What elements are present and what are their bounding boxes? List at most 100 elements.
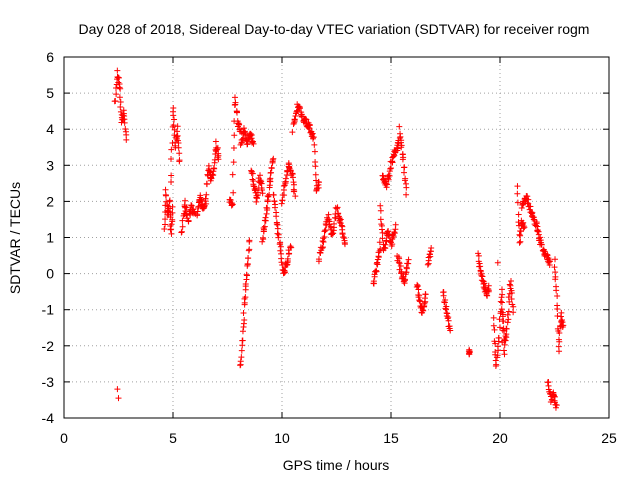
data-point bbox=[289, 174, 296, 181]
data-point bbox=[241, 317, 248, 324]
data-point bbox=[122, 126, 129, 133]
y-tick-label: 4 bbox=[46, 121, 54, 137]
data-point bbox=[503, 325, 510, 332]
data-point bbox=[496, 316, 503, 323]
data-point bbox=[281, 192, 288, 199]
data-point bbox=[258, 184, 265, 191]
data-point bbox=[501, 341, 508, 348]
data-point bbox=[403, 265, 410, 272]
data-point bbox=[528, 209, 535, 216]
data-point bbox=[112, 98, 119, 105]
data-point bbox=[331, 220, 338, 227]
y-tick-label: -1 bbox=[42, 302, 55, 318]
data-point bbox=[508, 295, 515, 302]
data-point bbox=[524, 199, 531, 206]
data-point bbox=[273, 213, 280, 220]
data-point bbox=[178, 228, 185, 235]
data-point bbox=[446, 323, 453, 330]
data-point bbox=[396, 260, 403, 267]
data-point bbox=[123, 136, 130, 143]
data-point bbox=[168, 172, 175, 179]
data-point bbox=[182, 207, 189, 214]
data-point bbox=[277, 241, 284, 248]
data-point bbox=[271, 204, 278, 211]
data-point bbox=[310, 134, 317, 141]
data-point bbox=[123, 131, 130, 138]
data-point bbox=[495, 335, 502, 342]
data-point bbox=[390, 233, 397, 240]
data-point bbox=[250, 140, 257, 147]
data-point bbox=[232, 99, 239, 106]
data-point bbox=[537, 234, 544, 241]
x-tick-label: 0 bbox=[60, 430, 68, 446]
data-point bbox=[494, 343, 501, 350]
data-point bbox=[231, 94, 238, 101]
data-point bbox=[501, 351, 508, 358]
y-tick-labels: -4 -3 -2 -1 0 1 2 3 4 5 6 bbox=[42, 49, 55, 426]
data-point bbox=[188, 202, 195, 209]
y-tick-label: 3 bbox=[46, 157, 54, 173]
data-point bbox=[117, 99, 124, 106]
data-point bbox=[392, 221, 399, 228]
data-point bbox=[282, 175, 289, 182]
data-point bbox=[173, 133, 180, 140]
data-point bbox=[443, 306, 450, 313]
data-point bbox=[247, 130, 254, 137]
data-point bbox=[114, 386, 121, 393]
data-point bbox=[341, 241, 348, 248]
data-point bbox=[279, 197, 286, 204]
data-point bbox=[510, 309, 517, 316]
data-point bbox=[115, 74, 122, 81]
data-point bbox=[113, 91, 120, 98]
y-tick-label: -3 bbox=[42, 374, 55, 390]
data-point bbox=[401, 164, 408, 171]
data-point bbox=[552, 256, 559, 263]
data-point bbox=[312, 171, 319, 178]
data-point bbox=[239, 328, 246, 335]
data-point bbox=[554, 312, 561, 319]
data-point bbox=[267, 169, 274, 176]
data-point bbox=[229, 171, 236, 178]
data-point bbox=[237, 358, 244, 365]
data-point bbox=[382, 241, 389, 248]
data-point bbox=[179, 217, 186, 224]
data-point bbox=[179, 223, 186, 230]
data-point bbox=[168, 146, 175, 153]
data-point bbox=[315, 256, 322, 263]
data-point bbox=[176, 158, 183, 165]
data-point bbox=[244, 141, 251, 148]
data-point bbox=[194, 211, 201, 218]
data-point bbox=[485, 282, 492, 289]
data-point bbox=[377, 246, 384, 253]
y-tick-label: -4 bbox=[42, 410, 55, 426]
data-point bbox=[499, 291, 506, 298]
data-point bbox=[516, 239, 523, 246]
data-point bbox=[240, 310, 247, 317]
data-point bbox=[320, 239, 327, 246]
data-point bbox=[396, 123, 403, 130]
data-point bbox=[403, 191, 410, 198]
data-point bbox=[211, 165, 218, 172]
data-point bbox=[261, 223, 268, 230]
data-point bbox=[490, 314, 497, 321]
data-point bbox=[339, 231, 346, 238]
data-points bbox=[111, 67, 567, 411]
data-point bbox=[340, 233, 347, 240]
data-point bbox=[172, 142, 179, 149]
data-point bbox=[281, 269, 288, 276]
data-point bbox=[170, 122, 177, 129]
data-point bbox=[497, 298, 504, 305]
data-point bbox=[416, 297, 423, 304]
data-point bbox=[478, 270, 485, 277]
data-point bbox=[498, 294, 505, 301]
data-point bbox=[169, 209, 176, 216]
data-point bbox=[311, 141, 318, 148]
y-tick-label: 0 bbox=[46, 266, 54, 282]
data-point bbox=[254, 189, 261, 196]
data-point bbox=[162, 221, 169, 228]
x-tick-labels: 0 5 10 15 20 25 bbox=[60, 430, 617, 446]
x-tick-label: 5 bbox=[169, 430, 177, 446]
data-point bbox=[514, 190, 521, 197]
data-point bbox=[504, 311, 511, 318]
data-point bbox=[278, 200, 285, 207]
